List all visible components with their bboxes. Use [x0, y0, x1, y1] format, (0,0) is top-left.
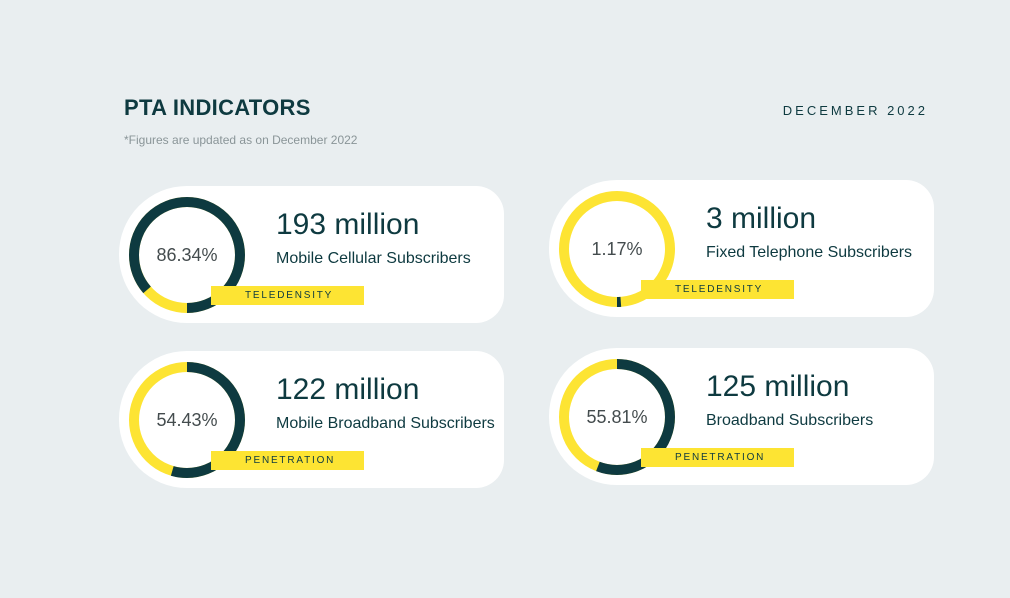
indicator-tag: TELEDENSITY	[211, 286, 364, 305]
subscriber-label: Fixed Telephone Subscribers	[706, 244, 913, 261]
subscriber-label: Broadband Subscribers	[706, 412, 874, 429]
subscriber-count: 125 million	[706, 370, 850, 403]
indicator-tag: PENETRATION	[641, 448, 794, 467]
indicator-card-broadband: 55.81% 125 million Broadband Subscribers…	[549, 348, 934, 485]
percentage-value: 1.17%	[591, 238, 643, 259]
percentage-value: 54.43%	[156, 409, 218, 430]
indicator-tag: PENETRATION	[211, 451, 364, 470]
percentage-donut: 1.17%	[557, 189, 677, 309]
indicator-card-fixed-telephone: 1.17% 3 million Fixed Telephone Subscrib…	[549, 180, 934, 317]
percentage-value: 86.34%	[156, 244, 218, 265]
donut-value-arc	[129, 362, 245, 478]
donut-value-arc	[129, 197, 245, 313]
percentage-donut: 55.81%	[557, 357, 677, 477]
indicator-card-mobile-broadband: 54.43% 122 million Mobile Broadband Subs…	[119, 351, 504, 488]
subscriber-count: 193 million	[276, 208, 420, 241]
indicator-card-mobile-cellular: 86.34% 193 million Mobile Cellular Subsc…	[119, 186, 504, 323]
donut-value-arc	[559, 191, 675, 307]
report-date: DECEMBER 2022	[782, 103, 928, 118]
subscriber-count: 122 million	[276, 373, 420, 406]
page-title: PTA INDICATORS	[124, 95, 311, 120]
subscriber-count: 3 million	[706, 202, 817, 235]
subscriber-label: Mobile Cellular Subscribers	[276, 250, 471, 267]
percentage-value: 55.81%	[586, 406, 648, 427]
indicator-tag: TELEDENSITY	[641, 280, 794, 299]
percentage-donut: 86.34%	[127, 195, 247, 315]
donut-value-arc	[559, 359, 675, 475]
update-note: *Figures are updated as on December 2022	[124, 133, 358, 147]
percentage-donut: 54.43%	[127, 360, 247, 480]
subscriber-label: Mobile Broadband Subscribers	[276, 415, 495, 432]
